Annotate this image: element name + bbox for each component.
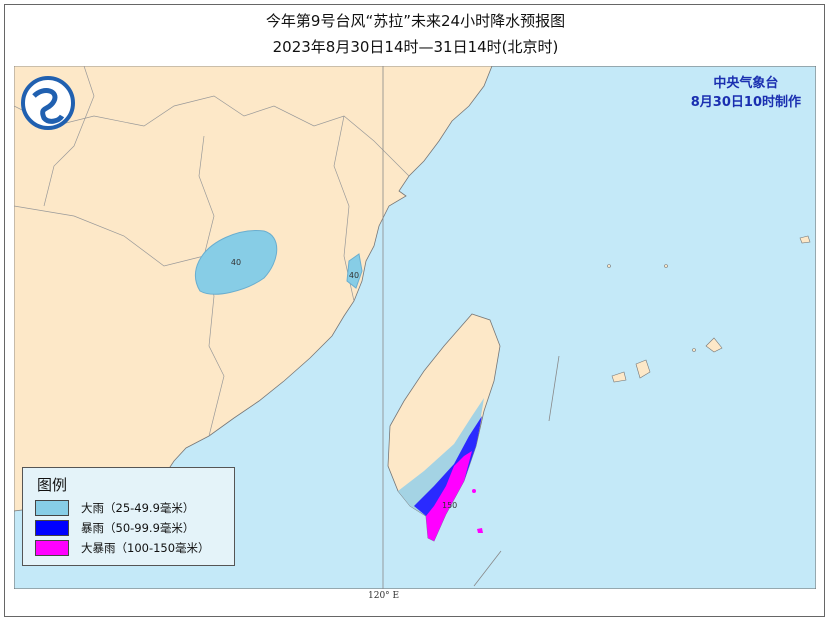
map-subtitle: 2023年8月30日14时—31日14时(北京时) bbox=[272, 38, 559, 56]
legend-swatch bbox=[35, 540, 69, 556]
page-border bbox=[4, 4, 825, 617]
legend: 图例 大雨（25-49.9毫米） 暴雨（50-99.9毫米） 大暴雨（100-1… bbox=[22, 467, 235, 566]
legend-label: 大雨（25-49.9毫米） bbox=[81, 501, 195, 515]
legend-title: 图例 bbox=[37, 476, 68, 494]
legend-item-heavy-rain: 大雨（25-49.9毫米） bbox=[35, 500, 194, 516]
cma-logo-icon bbox=[21, 76, 75, 130]
islands bbox=[607, 235, 811, 383]
province-borders bbox=[14, 66, 410, 437]
contour-label: 40 bbox=[349, 271, 359, 280]
legend-label: 暴雨（50-99.9毫米） bbox=[81, 521, 195, 535]
legend-swatch bbox=[35, 500, 69, 516]
agency-name: 中央气象台 bbox=[713, 76, 779, 91]
legend-item-torrential-rain: 大暴雨（100-150毫米） bbox=[35, 540, 210, 556]
longitude-label: 120° E bbox=[368, 591, 400, 601]
map-title: 今年第9号台风“苏拉”未来24小时降水预报图 bbox=[265, 12, 566, 30]
small-rain-islands bbox=[472, 489, 483, 533]
rain-zone-heavy-coast bbox=[346, 253, 363, 289]
boundary-lines bbox=[473, 355, 560, 587]
contour-label: 150 bbox=[442, 501, 457, 510]
legend-swatch bbox=[35, 520, 69, 536]
contour-label: 40 bbox=[231, 258, 241, 267]
rain-zone-torrential-taiwan bbox=[426, 451, 472, 541]
agency-block: 中央气象台 8月30日10时制作 bbox=[691, 74, 801, 112]
legend-label: 大暴雨（100-150毫米） bbox=[81, 541, 210, 555]
rain-zone-heavy-mainland bbox=[194, 230, 278, 295]
issue-time: 8月30日10时制作 bbox=[690, 95, 801, 110]
legend-item-rainstorm: 暴雨（50-99.9毫米） bbox=[35, 520, 194, 536]
